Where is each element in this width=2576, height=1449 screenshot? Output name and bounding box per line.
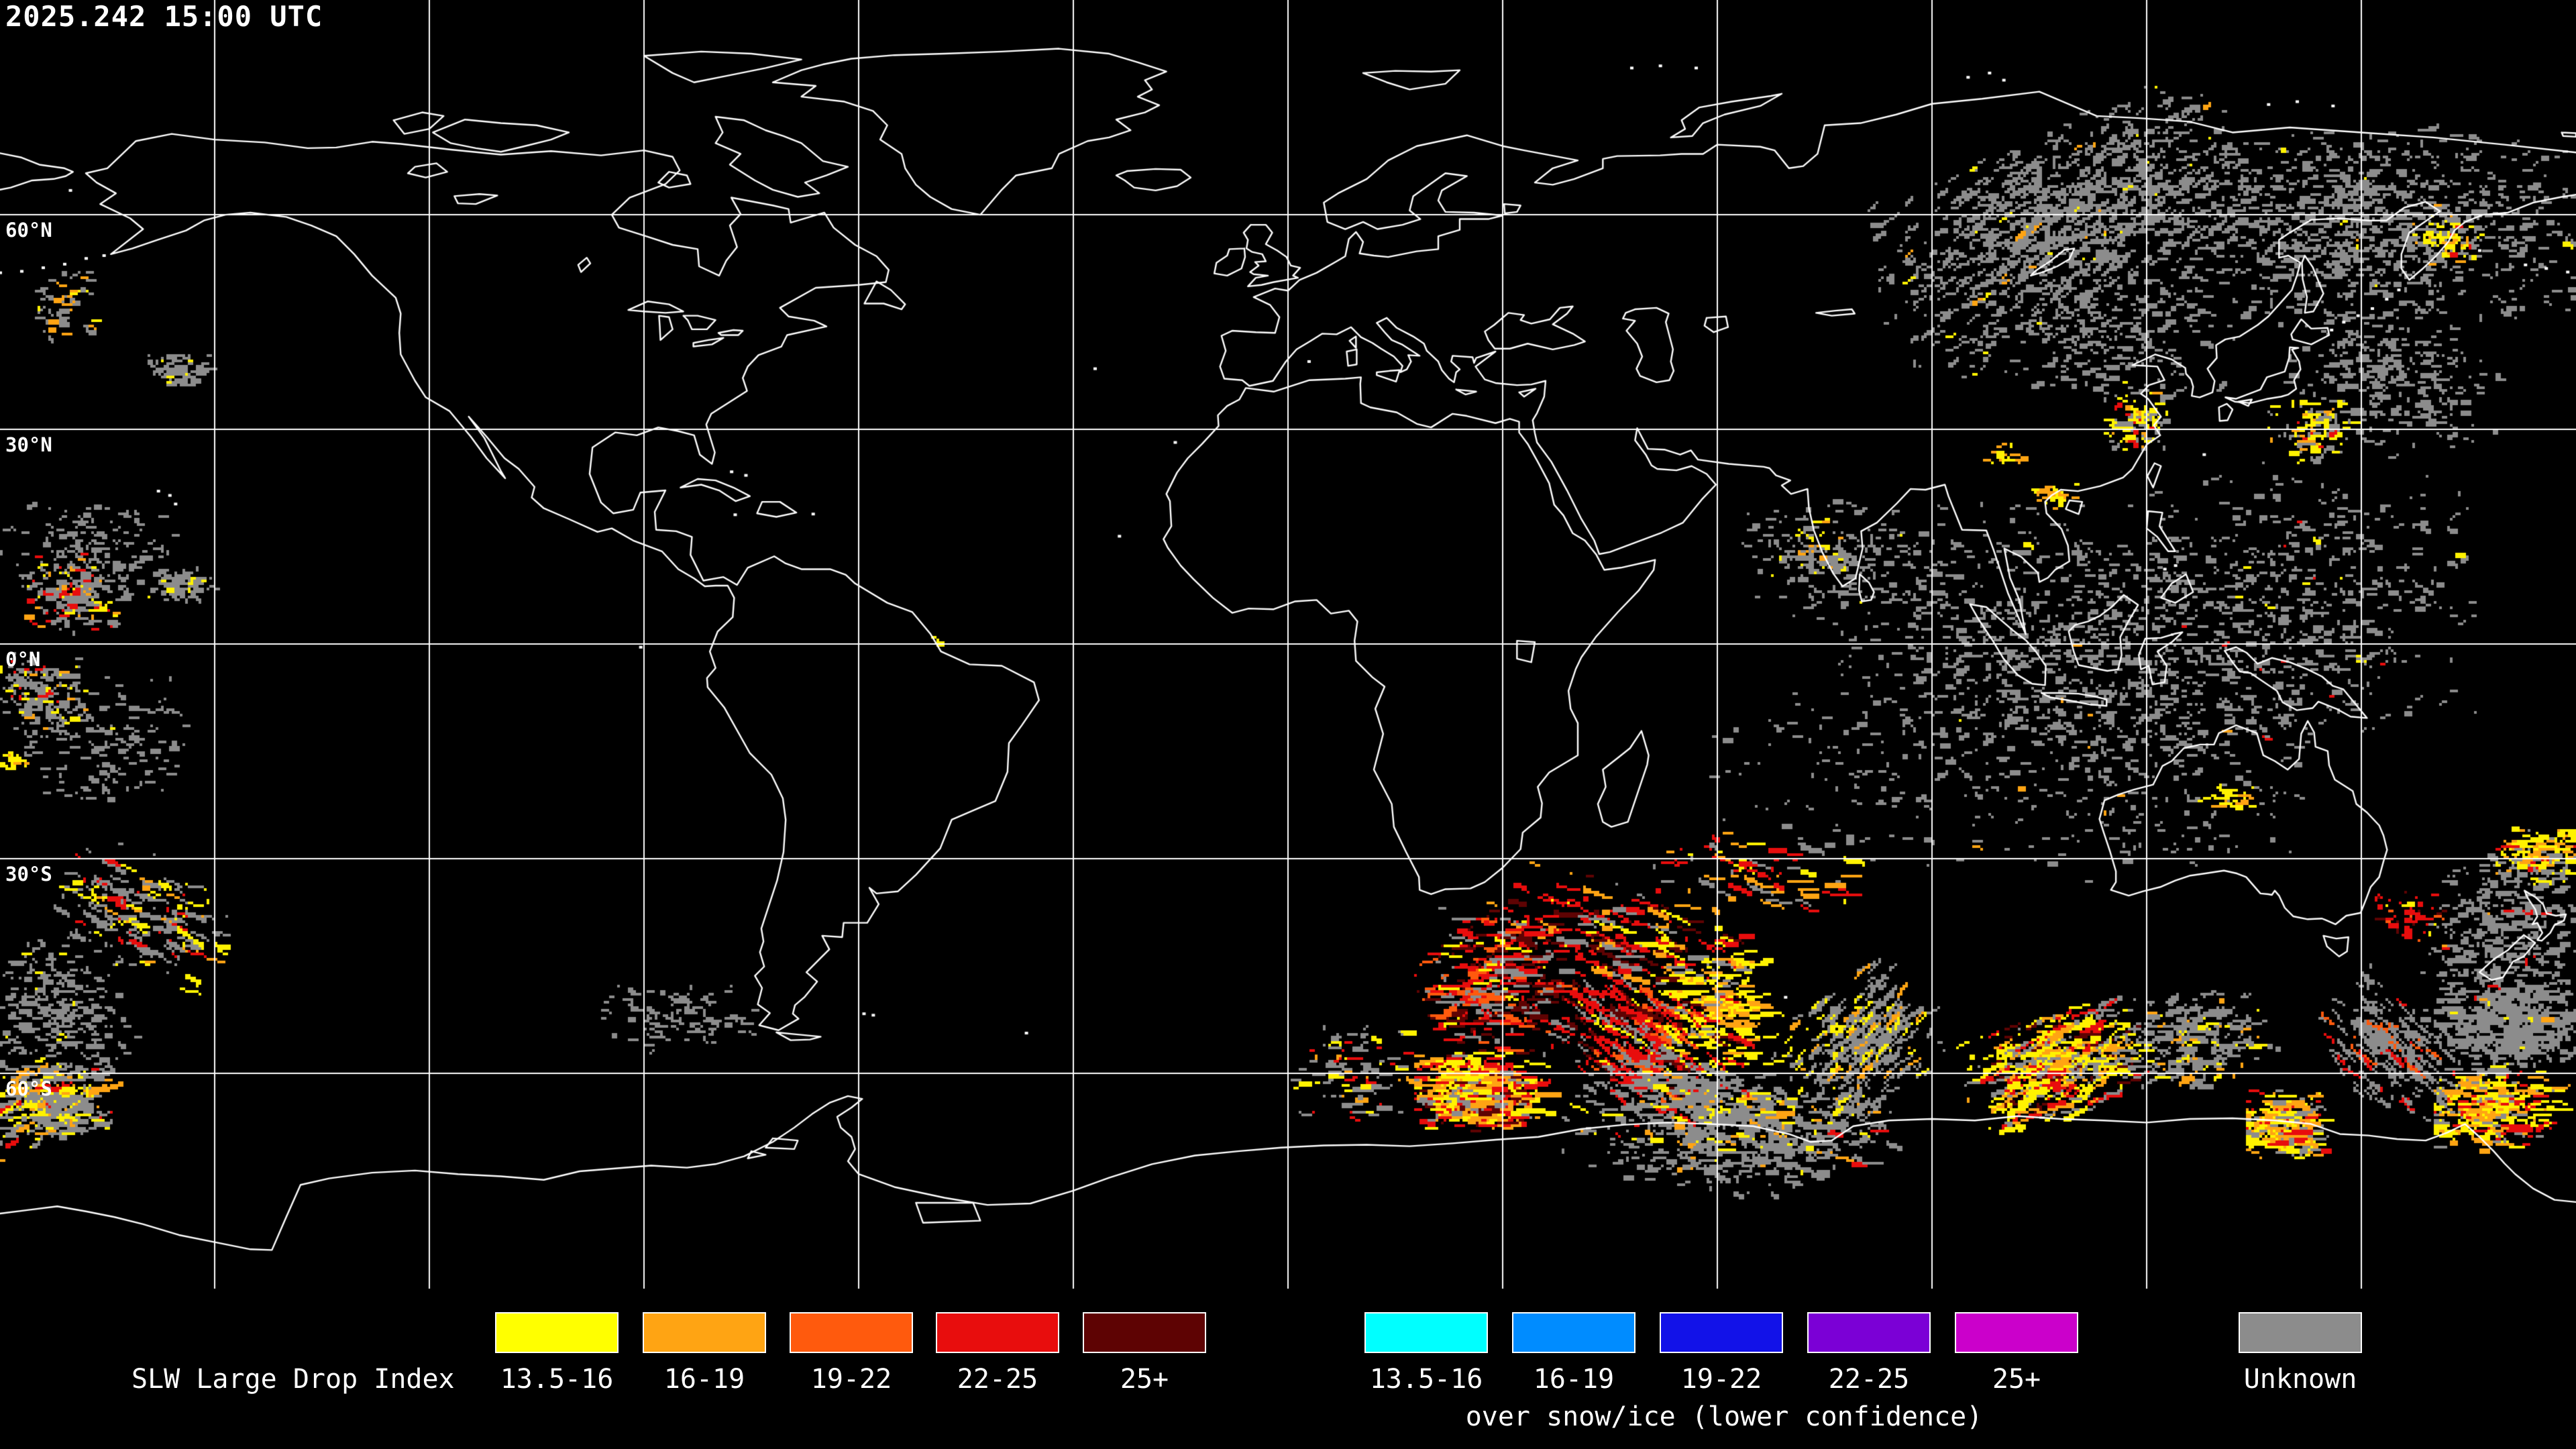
lat-label-0n: 0°N: [5, 648, 41, 671]
legend-range-label: 25+: [1992, 1364, 2041, 1395]
lat-label-60n: 60°N: [5, 219, 52, 241]
legend-range-label: 16-19: [1533, 1364, 1615, 1395]
legend-swatch-snowice-22-25: [1807, 1312, 1931, 1353]
legend-swatch-snowice-19-22: [1660, 1312, 1783, 1353]
lat-label-30s: 30°S: [5, 863, 52, 885]
legend-range-label: 25+: [1120, 1364, 1169, 1395]
legend-range-label: 19-22: [1680, 1364, 1762, 1395]
legend-swatch-13.5-16: [495, 1312, 619, 1353]
legend-swatch-snowice-13.5-16: [1364, 1312, 1488, 1353]
legend-swatch-snowice-16-19: [1512, 1312, 1635, 1353]
legend-range-label: 16-19: [663, 1364, 745, 1395]
legend-range-label: 22-25: [957, 1364, 1038, 1395]
legend-swatch-25+: [1083, 1312, 1206, 1353]
legend-range-label: 22-25: [1828, 1364, 1910, 1395]
legend-swatch-22-25: [936, 1312, 1059, 1353]
legend-swatch-16-19: [643, 1312, 766, 1353]
legend-range-label: 13.5-16: [1369, 1364, 1483, 1395]
legend-unknown-label: Unknown: [2243, 1364, 2357, 1395]
lat-label-60s: 60°S: [5, 1077, 52, 1100]
legend-range-label: 13.5-16: [500, 1364, 614, 1395]
legend-swatch-unknown: [2239, 1312, 2362, 1353]
lat-label-30n: 30°N: [5, 433, 52, 456]
legend-title: SLW Large Drop Index: [131, 1364, 455, 1395]
legend-swatch-snowice-25+: [1955, 1312, 2078, 1353]
timestamp: 2025.242 15:00 UTC: [5, 0, 323, 33]
legend-range-label: 19-22: [810, 1364, 892, 1395]
legend-swatch-19-22: [790, 1312, 913, 1353]
legend-caption-snow-ice: over snow/ice (lower confidence): [1465, 1401, 1983, 1432]
